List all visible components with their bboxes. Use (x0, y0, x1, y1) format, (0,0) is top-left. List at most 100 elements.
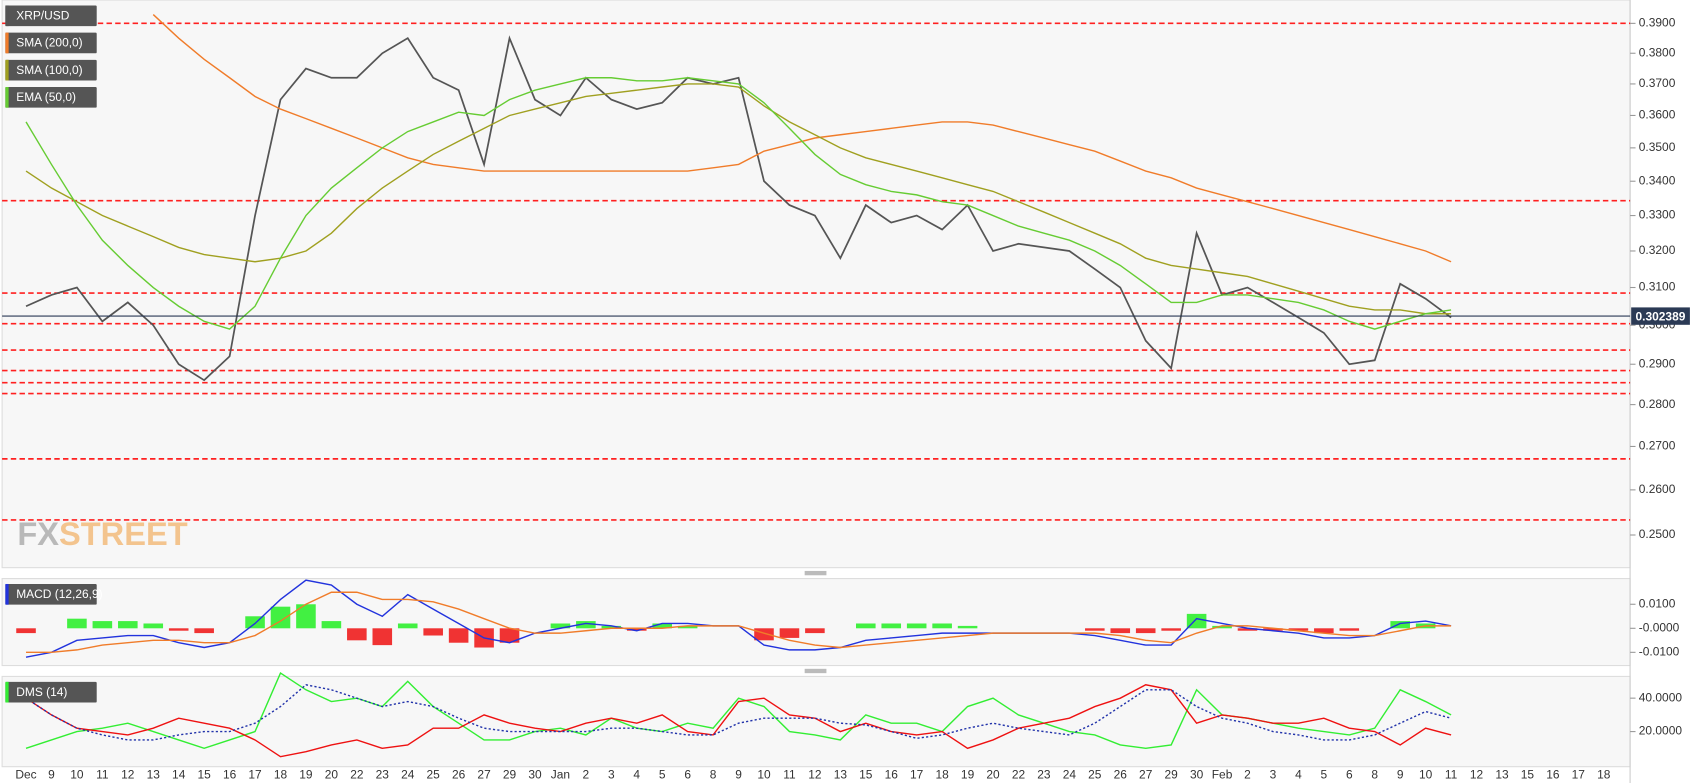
x-tick-label: 22 (1012, 768, 1026, 782)
x-tick-label: 12 (121, 768, 135, 782)
panel-grip[interactable] (804, 668, 827, 674)
histogram-bar (906, 623, 927, 629)
histogram-bar (1212, 625, 1232, 629)
x-tick-label: 13 (147, 768, 161, 782)
x-tick-label: 2 (583, 768, 590, 782)
histogram-bar (1085, 628, 1105, 631)
x-tick-label: 19 (299, 768, 313, 782)
histogram-bar (245, 616, 265, 629)
x-tick-label: 4 (633, 768, 640, 782)
x-tick-label: 27 (477, 768, 491, 782)
legend-swatch (5, 32, 9, 54)
histogram-bar (321, 621, 342, 629)
y-tick-label: -0.0100 (1639, 644, 1680, 658)
x-tick-label: Dec (15, 768, 36, 782)
x-tick-label: 29 (1165, 768, 1179, 782)
x-tick-label: 29 (503, 768, 517, 782)
legend-box (5, 87, 97, 108)
x-tick-label: 9 (1397, 768, 1404, 782)
x-tick-label: 13 (834, 768, 848, 782)
y-tick-label: 0.0100 (1639, 596, 1676, 610)
series-line (25, 77, 1452, 330)
histogram-bar (881, 623, 902, 629)
y-tick-label: 0.3700 (1639, 76, 1676, 90)
x-tick-label: 5 (659, 768, 666, 782)
histogram-bar (957, 625, 978, 629)
x-tick-label: 15 (1521, 768, 1535, 782)
y-tick-label: 0.3500 (1639, 140, 1676, 154)
x-tick-label: 27 (1139, 768, 1153, 782)
histogram-bar (448, 628, 469, 643)
legend-label: SMA (100,0) (16, 63, 82, 77)
histogram-bar (1135, 628, 1156, 634)
dms-panel (1, 675, 1631, 768)
x-tick-label: 6 (684, 768, 691, 782)
panel-grip[interactable] (804, 570, 827, 576)
histogram-bar (550, 623, 571, 629)
y-tick-label: 0.3900 (1639, 16, 1676, 30)
histogram-bar (270, 606, 291, 629)
legend-label: SMA (200,0) (16, 36, 82, 50)
histogram-bar (652, 623, 672, 629)
legend-label: MACD (12,26,9) (16, 587, 102, 601)
x-tick-label: 17 (1572, 768, 1586, 782)
y-tick-label: 20.0000 (1639, 724, 1683, 738)
y-tick-label: 0.3200 (1639, 243, 1676, 257)
x-tick-label: 15 (198, 768, 212, 782)
price-tag-label: 0.302389 (1636, 309, 1686, 323)
legend-label: DMS (14) (16, 685, 67, 699)
x-tick-label: 23 (1037, 768, 1051, 782)
histogram-bar (397, 623, 418, 629)
histogram-bar (626, 628, 647, 631)
histogram-bar (347, 628, 367, 641)
legend-swatch (5, 87, 9, 108)
x-tick-label: 17 (248, 768, 262, 782)
y-tick-label: -0.0000 (1639, 620, 1680, 634)
histogram-bar (576, 621, 596, 629)
y-tick-label: 0.3600 (1639, 108, 1676, 122)
histogram-bar (499, 628, 520, 643)
x-tick-label: 11 (783, 768, 796, 782)
x-tick-label: 15 (859, 768, 873, 782)
x-tick-label: 14 (172, 768, 186, 782)
x-tick-label: 16 (885, 768, 899, 782)
x-tick-label: 16 (223, 768, 237, 782)
x-tick-label: 25 (427, 768, 441, 782)
y-tick-label: 0.2900 (1639, 356, 1676, 370)
x-tick-label: 19 (961, 768, 975, 782)
x-tick-label: 3 (1270, 768, 1277, 782)
x-tick-label: 12 (1470, 768, 1484, 782)
histogram-bar (754, 628, 774, 641)
x-tick-label: 30 (528, 768, 542, 782)
histogram-bar (805, 628, 825, 634)
legend-label: XRP/USD (16, 8, 70, 22)
histogram-bar (1314, 628, 1334, 634)
legend-swatch (5, 681, 9, 703)
x-tick-label: 6 (1346, 768, 1353, 782)
histogram-bar (296, 604, 316, 629)
series-line (25, 672, 1452, 750)
main-panel (1, 0, 1631, 569)
y-tick-label: 0.2600 (1639, 482, 1676, 496)
y-tick-label: 0.2800 (1639, 397, 1676, 411)
y-tick-label: 0.3300 (1639, 208, 1676, 222)
x-tick-label: 10 (757, 768, 771, 782)
histogram-bar (143, 623, 164, 629)
y-tick-label: 0.3800 (1639, 45, 1676, 59)
histogram-bar (67, 618, 87, 629)
x-tick-label: 12 (808, 768, 822, 782)
x-tick-label: 13 (1495, 768, 1509, 782)
price-tag (1631, 307, 1690, 325)
histogram-bar (677, 625, 698, 629)
legend-swatch (5, 583, 9, 605)
x-tick-label: 2 (1244, 768, 1251, 782)
histogram-bar (1390, 621, 1410, 629)
x-tick-label: 16 (1546, 768, 1560, 782)
x-tick-label: 24 (1063, 768, 1077, 782)
histogram-bar (1339, 628, 1360, 631)
y-tick-label: 0.2700 (1639, 439, 1676, 453)
histogram-bar (168, 628, 189, 631)
histogram-bar (779, 628, 800, 638)
